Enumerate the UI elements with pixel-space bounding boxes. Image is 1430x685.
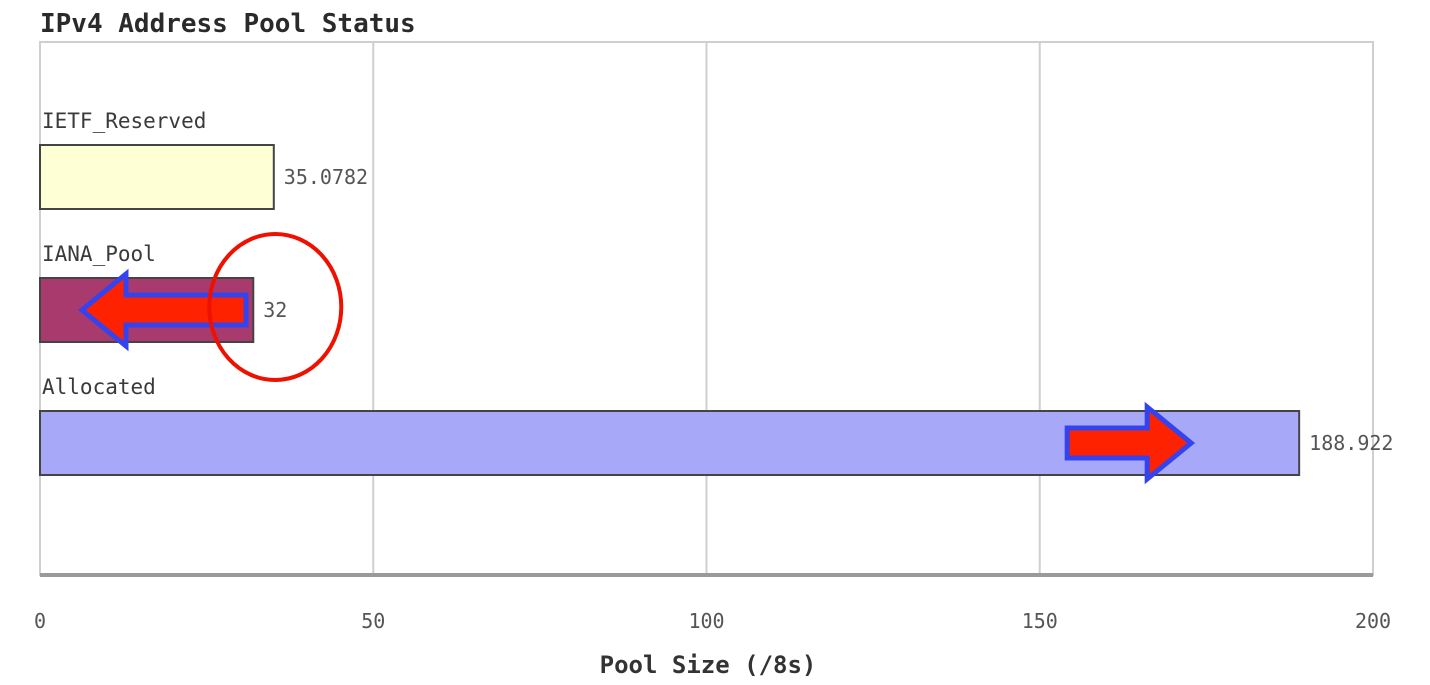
x-tick-label: 100 bbox=[688, 609, 724, 633]
category-label: IANA_Pool bbox=[42, 242, 156, 266]
category-label: IETF_Reserved bbox=[42, 109, 206, 133]
annotation-arrow-right bbox=[1064, 401, 1196, 485]
annotation-circle bbox=[207, 232, 344, 382]
bar bbox=[39, 144, 275, 210]
chart-title: IPv4 Address Pool Status bbox=[40, 9, 416, 39]
value-label: 35.0782 bbox=[284, 165, 368, 189]
value-label: 188.922 bbox=[1309, 431, 1393, 455]
x-tick-label: 50 bbox=[361, 609, 385, 633]
gridlines bbox=[372, 42, 1041, 575]
value-label: 32 bbox=[263, 298, 287, 322]
annotation-arrow-left bbox=[78, 268, 249, 352]
x-tick-label: 150 bbox=[1022, 609, 1058, 633]
x-tick-label: 0 bbox=[34, 609, 46, 633]
x-tick-labels: 0 50 100 150 200 bbox=[34, 609, 1391, 633]
category-label: Allocated bbox=[42, 375, 156, 399]
x-axis-title: Pool Size (/8s) bbox=[600, 651, 817, 679]
x-tick-label: 200 bbox=[1355, 609, 1391, 633]
annotations bbox=[78, 232, 1196, 485]
